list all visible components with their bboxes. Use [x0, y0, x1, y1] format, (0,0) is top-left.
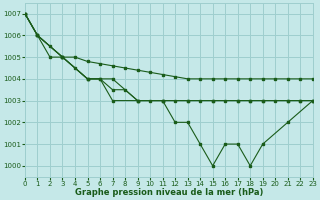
- X-axis label: Graphe pression niveau de la mer (hPa): Graphe pression niveau de la mer (hPa): [75, 188, 263, 197]
